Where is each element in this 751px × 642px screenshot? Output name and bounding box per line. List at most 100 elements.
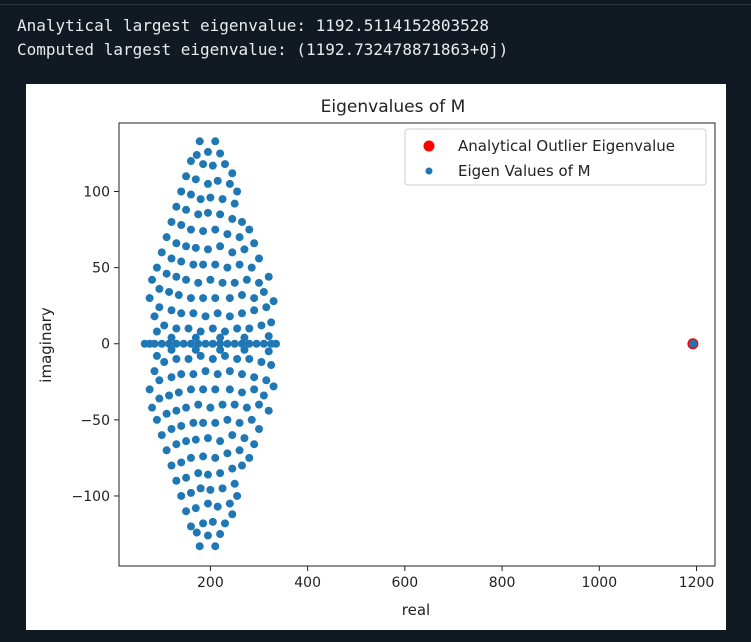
eigenvalue-point [267,361,276,370]
eigenvalue-point [255,424,264,433]
eigenvalue-point [191,175,200,184]
eigenvalue-point [228,464,237,473]
eigenvalue-point [186,339,195,348]
eigenvalue-point [203,470,212,479]
eigenvalue-point [245,354,254,363]
eigenvalue-point [196,327,205,336]
eigenvalue-point [162,409,171,418]
eigenvalue-point [199,418,208,427]
eigenvalue-point [225,499,234,508]
eigenvalue-point [203,245,212,254]
eigenvalue-point [250,306,259,315]
eigenvalue-point [247,415,256,424]
eigenvalue-point [211,225,220,234]
eigenvalue-point [272,339,281,348]
eigenvalue-point [199,160,208,169]
eigenvalue-point [182,242,191,251]
eigenvalue-point [145,294,154,303]
eigenvalue-point [192,528,201,537]
cell-output-text: Analytical largest eigenvalue: 1192.5114… [17,14,508,62]
eigenvalue-point [225,179,234,188]
eigenvalue-point [191,345,200,354]
eigenvalue-point [152,415,161,424]
eigenvalue-point [252,339,261,348]
eigenvalue-point [177,309,186,318]
eigenvalue-point [218,278,227,287]
eigenvalue-point [235,233,244,242]
eigenvalue-point [220,327,229,336]
eigenvalue-point [191,333,200,342]
y-axis: −100 −50 0 50 100 [72,185,119,505]
eigenvalue-point [237,291,246,300]
eigenvalue-point [250,440,259,449]
eigenvalue-point [172,406,181,415]
eigenvalue-point [218,400,227,409]
y-tick-label: 50 [92,261,110,277]
eigenvalue-point [186,488,195,497]
eigenvalue-point [233,354,242,363]
eigenvalue-point [216,345,225,354]
eigenvalue-point [167,345,176,354]
eigenvalue-point [162,269,171,278]
eigenvalue-point [688,339,697,348]
eigenvalue-point [208,354,217,363]
eigenvalue-point [177,421,186,430]
eigenvalue-point [240,345,249,354]
eigenvalue-point [225,385,234,394]
eigenvalue-point [150,312,159,321]
legend-label-outlier: Analytical Outlier Eigenvalue [458,137,675,155]
y-tick-label: −50 [80,413,110,429]
y-tick-label: 100 [83,185,110,201]
eigenvalue-point [152,327,161,336]
eigenvalue-point [223,230,232,239]
eigenvalue-point [182,205,191,214]
eigenvalue-point [237,461,246,470]
eigenvalue-point [269,382,278,391]
eigenvalue-point [162,446,171,455]
eigenvalue-point [223,415,232,424]
eigenvalue-point [223,449,232,458]
eigenvalue-point [152,263,161,272]
eigenvalue-point [203,434,212,443]
eigenvalue-point [172,272,181,281]
eigenvalue-point [216,149,225,158]
eigenvalue-point [235,418,244,427]
eigenvalue-point [220,351,229,360]
eigenvalue-point [194,400,203,409]
eigenvalue-point [155,284,164,293]
eigenvalue-point [255,278,264,287]
eigenvalue-point [195,137,204,146]
eigenvalue-point [228,248,237,257]
eigenvalue-point [150,367,159,376]
eigenvalue-point [237,339,246,348]
eigenvalue-point [203,179,212,188]
eigenvalue-point [206,193,215,202]
eigenvalue-point [199,294,208,303]
eigenvalue-point [230,278,239,287]
eigenvalue-point [148,275,157,284]
eigenvalue-point [182,172,191,181]
eigenvalue-point [233,491,242,500]
eigenvalue-point [257,358,266,367]
eigenvalue-point [247,263,256,272]
eigenvalue-point [237,370,246,379]
eigenvalue-point [213,370,222,379]
eigenvalue-point [150,339,159,348]
output-line-computed: Computed largest eigenvalue: (1192.73247… [17,40,509,59]
eigenvalue-point [237,309,246,318]
eigenvalue-point [223,339,232,348]
eigenvalue-point [262,376,271,385]
x-tick-label: 1200 [679,575,715,591]
eigenvalue-point [186,157,195,166]
eigenvalue-point [250,294,259,303]
eigenvalue-point [211,294,220,303]
eigenvalue-point [172,354,181,363]
eigenvalue-point [196,195,205,204]
x-axis: 200 400 600 800 1000 1200 [197,566,714,591]
eigenvalue-point [228,510,237,519]
eigenvalue-point [259,391,268,400]
scatter-points [140,137,699,551]
eigenvalue-point [194,278,203,287]
eigenvalue-point [267,318,276,327]
eigenvalue-point [235,446,244,455]
